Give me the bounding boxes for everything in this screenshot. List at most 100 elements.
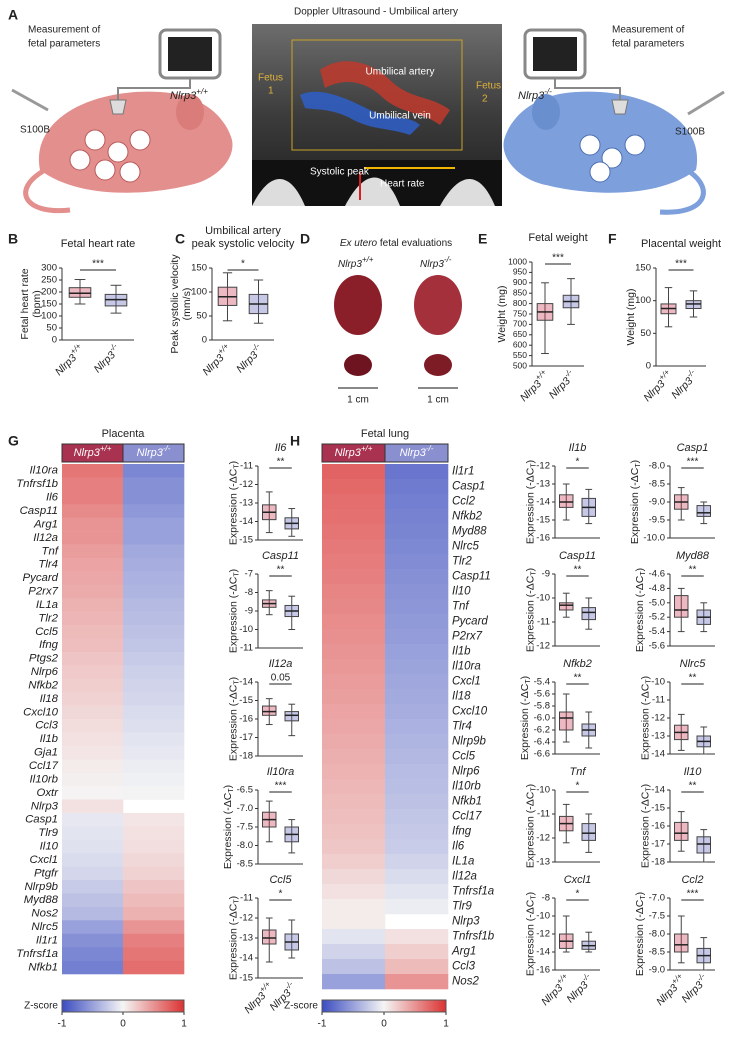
y-tick-label: -10 [536, 593, 550, 604]
row-label: Casp1 [452, 481, 485, 493]
heatmap-cell [62, 584, 124, 599]
row-label: Tlr4 [452, 721, 472, 733]
y-tick-label: -7.0 [237, 803, 253, 814]
scale-label: 1 cm [427, 395, 449, 406]
label-part: ) [634, 568, 646, 572]
y-tick-label: -10 [536, 911, 550, 922]
row-label: Nlrc5 [452, 541, 479, 553]
chart-title: Il10ra [267, 766, 295, 778]
genotype: +/+ [100, 444, 112, 453]
heatmap-cell [123, 544, 185, 559]
genotype: +/+ [362, 255, 374, 264]
heatmap-cell [123, 477, 185, 492]
heatmap-cell [123, 732, 185, 747]
row-label: Nlrc5 [31, 921, 58, 933]
heatmap-cell [385, 794, 449, 810]
row-label: Il18 [452, 691, 471, 703]
heatmap-cell [322, 644, 386, 660]
fetus [69, 149, 91, 171]
y-tick-label: -11 [240, 461, 253, 472]
heatmap-cell [62, 812, 124, 827]
heatmap-cell [123, 625, 185, 639]
cable [554, 78, 621, 100]
heatmap-cell [385, 809, 449, 825]
genotype: -/- [562, 367, 574, 379]
heatmap-cell [322, 584, 386, 600]
heatmap-cell [385, 524, 449, 540]
y-tick-label: 200 [41, 287, 57, 298]
heatmap-cell [62, 906, 124, 921]
flow-artery [320, 61, 450, 125]
y-tick-label: -11 [240, 643, 253, 654]
significance: ** [574, 565, 582, 576]
label-part: ) [227, 569, 239, 573]
heatmap-cell [62, 920, 124, 935]
genotype: -/- [695, 971, 707, 983]
row-label: Ccl5 [35, 626, 58, 638]
fetus-photo [414, 275, 462, 335]
heatmap-cell [322, 464, 386, 480]
y-tick-label: -12 [536, 929, 550, 940]
row-label: Ccl3 [35, 720, 58, 732]
y-axis-label: Expression (-ΔCT) [634, 568, 647, 652]
heatmap-cell [322, 704, 386, 720]
label-part: Expression (-ΔC [639, 791, 651, 868]
row-label: Arg1 [451, 946, 476, 958]
fetuses [69, 129, 151, 183]
heatmap-cell [385, 974, 449, 990]
significance: *** [552, 253, 564, 264]
genotype-label: Nlrp3+/+ [516, 367, 553, 404]
heatmap-cell [62, 544, 124, 559]
y-tick-label: 700 [513, 319, 527, 329]
chart-title: Tnf [570, 766, 587, 778]
row-label: Tlr2 [38, 612, 58, 624]
box [284, 711, 299, 722]
y-tick-label: -18 [651, 857, 665, 868]
genotype-label: Nlrp3+/+ [338, 255, 374, 270]
color-bar-tick-label: 1 [443, 1019, 449, 1030]
y-tick-label: 150 [191, 263, 207, 274]
row-label: Tnfrsf1b [452, 931, 495, 943]
significance: *** [687, 889, 699, 900]
heatmap-cell [385, 944, 449, 960]
row-label: Il12a [452, 871, 477, 883]
significance: ** [574, 673, 582, 684]
syringe [11, 88, 49, 112]
placenta-photo [344, 354, 372, 376]
heatmap-cell [385, 509, 449, 525]
y-tick-label: -17 [651, 839, 665, 850]
y-tick-label: -5.0 [649, 597, 665, 608]
heatmap-cell [322, 479, 386, 495]
heatmap-cell [62, 477, 124, 492]
heatmap-cell [322, 869, 386, 885]
heatmap-cell [322, 539, 386, 555]
column-header [384, 443, 449, 463]
heatmap-cell [385, 689, 449, 705]
y-tick-label: -4.8 [649, 583, 665, 594]
heatmap-cell [385, 749, 449, 765]
y-tick-label: -8.0 [237, 840, 253, 851]
heatmap-cell [322, 974, 386, 990]
box [559, 602, 574, 611]
row-label: Il1b [452, 646, 471, 658]
title-part: Ex utero [340, 238, 378, 249]
genotype-label: Nlrp3-/- [232, 341, 266, 375]
y-axis-label: Expression (-ΔCT) [639, 784, 652, 868]
box [696, 836, 711, 854]
y-tick-label: -15 [239, 973, 253, 984]
y-tick-label: 600 [513, 339, 527, 349]
heatmap-cell [385, 929, 449, 945]
panel-letter: A [8, 7, 18, 23]
heatmap-cell [123, 517, 185, 532]
row-label: Nlrp6 [31, 666, 59, 678]
genotype: +/+ [361, 444, 373, 453]
y-tick-label: 150 [635, 263, 651, 274]
heatmap-cell [322, 689, 386, 705]
y-tick-label: -6.0 [534, 713, 550, 724]
genotype-label: Nlrp3-/- [90, 341, 124, 375]
row-label: Il10ra [452, 661, 481, 673]
row-label: Casp11 [452, 571, 491, 583]
heatmap-cell [123, 665, 185, 680]
heatmap-cell [322, 734, 386, 750]
row-label: Tnf [452, 601, 470, 613]
